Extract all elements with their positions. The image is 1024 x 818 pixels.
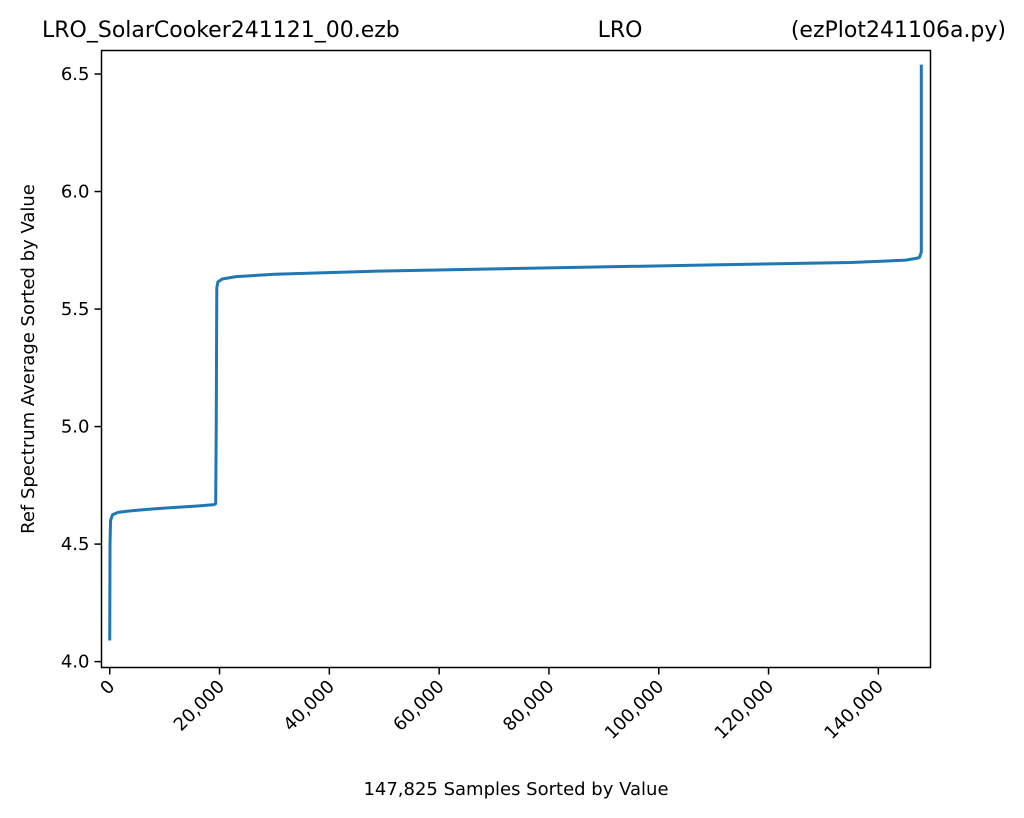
x-tick-label: 140,000 (820, 676, 887, 743)
x-tick-label: 60,000 (389, 676, 448, 735)
chart-title-left: LRO_SolarCooker241121_00.ezb (42, 18, 400, 43)
data-series-line (108, 64, 923, 641)
x-axis: 0 20,000 40,000 60,000 80,000 100,000 120,000 1… (96, 667, 888, 744)
x-tick-label: 40,000 (279, 676, 338, 735)
x-tick-label: 0 (96, 676, 119, 699)
x-axis-label: 147,825 Samples Sorted by Value (363, 779, 668, 800)
chart-title: LRO_SolarCooker241121_00.ezb LRO (ezPlot… (42, 18, 1006, 43)
y-tick-label: 6.0 (61, 182, 90, 203)
x-tick-label: 100,000 (601, 676, 668, 743)
y-tick-label: 5.5 (61, 299, 90, 320)
y-tick-label: 6.5 (61, 64, 90, 85)
chart-title-center: LRO (598, 18, 643, 43)
y-axis-label: Ref Spectrum Average Sorted by Value (18, 184, 39, 534)
plot-area (100, 49, 932, 669)
y-tick-label: 5.0 (61, 417, 90, 438)
x-tick-label: 20,000 (170, 676, 229, 735)
x-tick-label: 120,000 (711, 676, 778, 743)
x-tick-label: 80,000 (499, 676, 558, 735)
chart-title-right: (ezPlot241106a.py) (791, 18, 1006, 43)
y-tick-label: 4.5 (61, 534, 90, 555)
plot-frame (100, 49, 932, 669)
y-tick-label: 4.0 (61, 652, 90, 673)
y-axis: 4.0 4.5 5.0 5.5 6.0 6.5 (61, 64, 102, 673)
